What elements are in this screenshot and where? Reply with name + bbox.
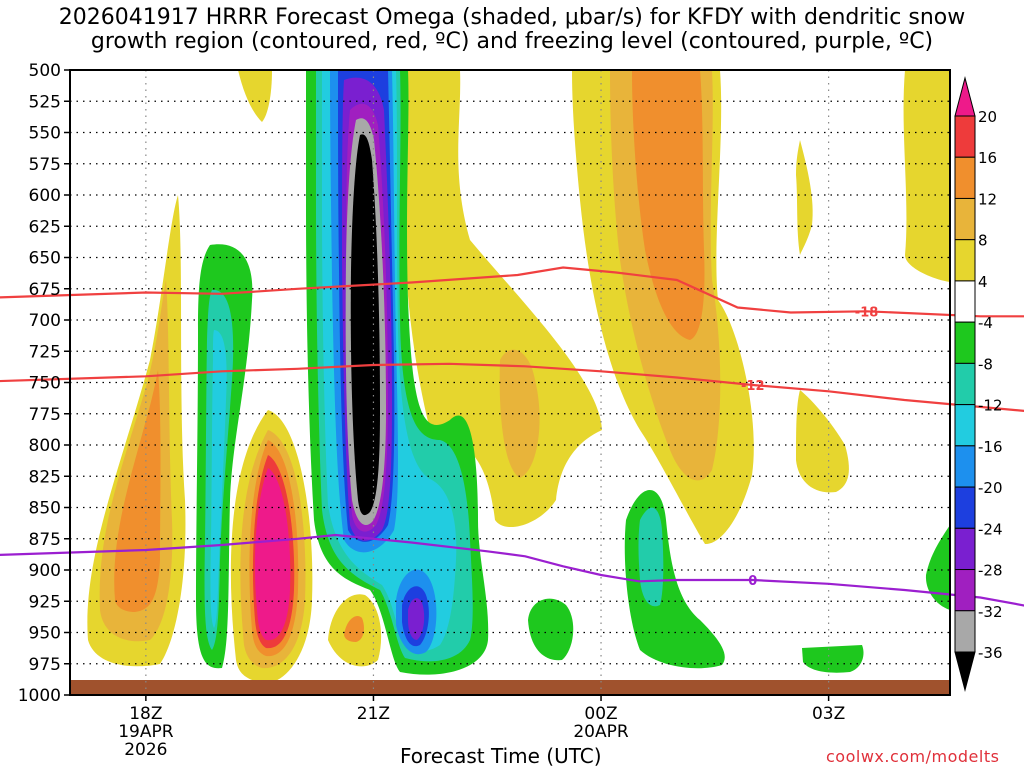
omega-pos-4-far-right xyxy=(903,70,950,282)
omega-neg-24-lower xyxy=(408,598,425,640)
contour-label: -18 xyxy=(855,305,879,320)
colorbar-label: -12 xyxy=(978,397,1003,415)
omega-pos-4-upper-mid xyxy=(403,70,602,528)
y-tick-label: 550 xyxy=(29,124,61,144)
chart-title-line-2: growth region (contoured, red, ºC) and f… xyxy=(90,29,934,54)
omega-neg-36-main xyxy=(350,134,380,516)
y-tick-label: 575 xyxy=(29,155,61,175)
y-tick-label: 925 xyxy=(29,592,61,612)
colorbar-bottom-arrow xyxy=(954,651,976,692)
colorbar-label: -32 xyxy=(978,603,1003,621)
colorbar-segment xyxy=(954,445,976,488)
chart-title-line-1: 2026041917 HRRR Forecast Omega (shaded, … xyxy=(58,5,966,30)
y-tick-label: 775 xyxy=(29,405,61,425)
omega-pos-12-right xyxy=(632,70,705,340)
y-tick-label: 525 xyxy=(29,92,61,112)
x-tick-label: 18Z xyxy=(129,704,162,724)
colorbar-label: 8 xyxy=(978,232,988,250)
omega-neg-8-right-a xyxy=(638,507,664,607)
colorbar-label: -24 xyxy=(978,520,1003,538)
colorbar-label: 20 xyxy=(978,108,997,126)
x-tick-label: 19APR xyxy=(118,722,174,742)
colorbar-segment xyxy=(954,486,976,529)
colorbar-label: -28 xyxy=(978,562,1003,580)
colorbar-label: -16 xyxy=(978,438,1003,456)
x-tick-label: 00Z xyxy=(584,704,617,724)
omega-pos-20-mid xyxy=(254,468,291,641)
colorbar-label: 16 xyxy=(978,149,997,167)
y-tick-label: 625 xyxy=(29,217,61,237)
colorbar-segment xyxy=(954,239,976,282)
colorbar-label: -8 xyxy=(978,355,993,373)
y-tick-label: 950 xyxy=(29,624,61,644)
contour-label: -12 xyxy=(741,379,765,394)
y-tick-label: 900 xyxy=(29,561,61,581)
omega-neg-4-right-b xyxy=(528,598,574,661)
y-tick-label: 500 xyxy=(29,61,61,81)
omega-pos-4-spike-b xyxy=(796,390,849,493)
colorbar-label: -4 xyxy=(978,314,993,332)
colorbar-label: 4 xyxy=(978,273,988,291)
y-tick-label: 825 xyxy=(29,467,61,487)
y-tick-label: 975 xyxy=(29,655,61,675)
contour-lines: -18 -12 0 xyxy=(0,266,1024,607)
contour-line xyxy=(0,362,1024,412)
omega-neg-12-left xyxy=(210,330,227,628)
colorbar-segment xyxy=(954,527,976,571)
colorbar-segment xyxy=(954,610,976,653)
y-tick-label: 800 xyxy=(29,436,61,456)
colorbar-segment xyxy=(954,115,976,158)
colorbar-label: -20 xyxy=(978,479,1003,497)
x-tick-label: 03Z xyxy=(812,704,845,724)
y-tick-label: 875 xyxy=(29,530,61,550)
contour-line xyxy=(0,533,1024,607)
contour-label: 0 xyxy=(748,574,757,589)
omega-pos-4-spike-a xyxy=(796,140,813,255)
colorbar-segment xyxy=(954,404,976,447)
ground-surface xyxy=(70,680,950,695)
x-tick-label: 20APR xyxy=(573,722,629,742)
y-tick-label: 725 xyxy=(29,342,61,362)
y-axis-ticks: 500 525 550 575 600 625 650 675 700 725 750 775 800 8… xyxy=(18,61,70,706)
colorbar-segment xyxy=(954,569,976,612)
y-tick-label: 750 xyxy=(29,374,61,394)
omega-pos-8-small xyxy=(344,615,364,642)
x-tick-label: 21Z xyxy=(357,704,390,724)
y-tick-label: 600 xyxy=(29,186,61,206)
colorbar-label: 12 xyxy=(978,190,997,208)
colorbar-top-arrow xyxy=(954,76,976,117)
colorbar-segment xyxy=(954,321,976,364)
omega-neg-4-right-c xyxy=(802,645,864,673)
omega-neg-4-far-right xyxy=(925,525,950,610)
contour-line xyxy=(0,266,1024,318)
y-tick-label: 675 xyxy=(29,280,61,300)
colorbar-label: -36 xyxy=(978,644,1003,662)
omega-pos-4-topleft xyxy=(238,70,272,122)
site-watermark: coolwx.com/modelts xyxy=(826,747,1000,766)
colorbar-segment xyxy=(954,280,976,323)
chart-title: 2026041917 HRRR Forecast Omega (shaded, … xyxy=(0,6,1024,54)
plot-grid xyxy=(70,70,950,695)
colorbar: 20 16 12 8 4 -4 -8 -12 -16 -20 -24 -28 -32 -36 xyxy=(954,76,1003,692)
colorbar-segment xyxy=(954,197,976,241)
x-tick-label: 2026 xyxy=(124,740,167,760)
y-tick-label: 850 xyxy=(29,499,61,519)
colorbar-segment xyxy=(954,362,976,406)
x-axis-label: Forecast Time (UTC) xyxy=(400,744,602,768)
colorbar-segment xyxy=(954,156,976,199)
y-tick-label: 1000 xyxy=(18,686,61,706)
y-tick-label: 700 xyxy=(29,311,61,331)
y-tick-label: 650 xyxy=(29,249,61,269)
